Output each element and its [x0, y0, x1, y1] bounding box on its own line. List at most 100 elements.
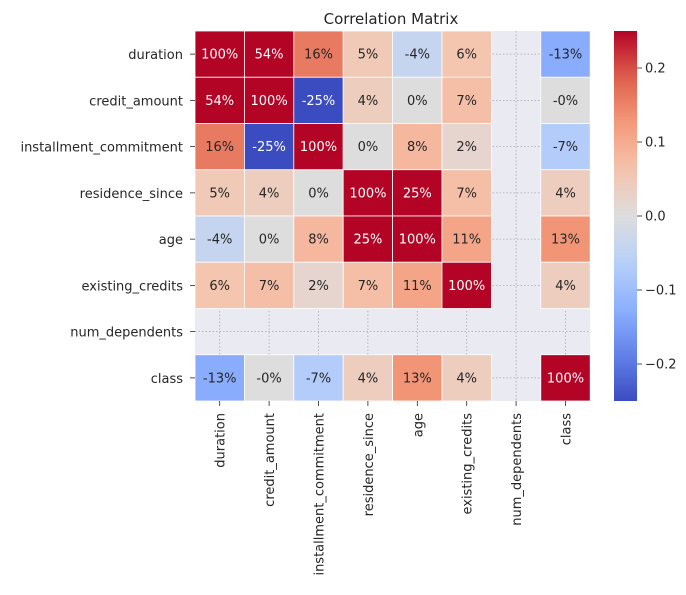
heatmap-cell [342, 354, 394, 402]
cell-value-label: 0% [358, 140, 379, 155]
heatmap-cell [243, 354, 295, 402]
cell-value-label: 7% [358, 279, 379, 294]
cell-value-label: 100% [349, 186, 386, 201]
cell-value-label: -7% [306, 371, 331, 386]
x-tick-label: credit_amount [263, 413, 278, 507]
cell-value-label: 13% [551, 233, 580, 248]
heatmap-cell [441, 261, 492, 309]
cell-value-label: 16% [205, 140, 234, 155]
x-tick-label: num_dependents [510, 413, 525, 526]
heatmap-cell [441, 30, 492, 78]
x-tick-label: residence_since [362, 413, 377, 516]
cell-value-label: 4% [259, 186, 280, 201]
cell-value-label: 4% [555, 186, 576, 201]
heatmap-cell [392, 261, 443, 309]
colorbar: −0.2 −0.1 0.0 0.1 0.2 [614, 31, 677, 401]
y-tick-label: existing_credits [82, 279, 184, 294]
chart-title: Correlation Matrix [324, 10, 459, 28]
heatmap-cell [293, 76, 344, 124]
cell-value-label: -13% [549, 48, 583, 63]
cell-value-label: 6% [209, 279, 230, 294]
heatmap-cell [342, 30, 394, 78]
cell-value-label: 11% [403, 279, 432, 294]
cell-value-label: 54% [255, 48, 284, 63]
cell-value-label: 8% [407, 140, 428, 155]
heatmap-cell [540, 30, 591, 78]
heatmap-cell [293, 215, 344, 263]
y-tick-label: duration [128, 48, 183, 63]
colorbar-tick-label: 0.1 [645, 136, 666, 151]
colorbar-tick-label: −0.2 [645, 358, 677, 373]
heatmap-cell [243, 76, 295, 124]
cell-value-label: 100% [251, 94, 288, 109]
cell-value-label: -25% [252, 140, 286, 155]
x-tick-label: age [411, 413, 426, 437]
heatmap-cell [293, 123, 344, 171]
cell-value-label: 100% [547, 371, 584, 386]
cell-value-label: 100% [448, 279, 485, 294]
colorbar-tick-label: −0.1 [645, 284, 677, 299]
heatmap-cell [540, 123, 591, 171]
heatmap-cell [441, 215, 492, 263]
heatmap-cell [243, 215, 295, 263]
cell-value-label: 6% [456, 48, 477, 63]
cell-value-label: 5% [209, 186, 230, 201]
heatmap-cell [441, 169, 492, 217]
cell-value-label: 54% [205, 94, 234, 109]
heatmap-cell [342, 76, 394, 124]
x-tick-label: duration [214, 413, 229, 468]
x-tick-labels: duration credit_amount installment_commitm… [214, 401, 575, 576]
y-tick-label: age [159, 233, 183, 248]
x-tick-label: existing_credits [461, 413, 476, 515]
cell-value-label: 0% [308, 186, 329, 201]
cell-value-label: 100% [300, 140, 337, 155]
cell-value-label: -7% [553, 140, 578, 155]
cell-value-label: 7% [456, 94, 477, 109]
colorbar-tick-label: 0.2 [645, 62, 666, 77]
heatmap-cell [540, 169, 591, 217]
heatmap-cell [243, 30, 295, 78]
cell-value-label: 100% [399, 233, 436, 248]
x-tick-label: installment_commitment [313, 413, 328, 576]
colorbar-gradient [614, 31, 637, 401]
heatmap-cell [441, 354, 492, 402]
heatmap-cell [392, 123, 443, 171]
heatmap-cell [194, 76, 245, 124]
cell-value-label: 7% [456, 186, 477, 201]
cell-value-label: 4% [555, 279, 576, 294]
y-tick-label: num_dependents [70, 326, 183, 341]
heatmap-cell [194, 354, 245, 402]
heatmap-cell [540, 261, 591, 309]
heatmap-cell [293, 30, 344, 78]
cell-value-label: 0% [259, 233, 280, 248]
cell-value-label: -13% [203, 371, 237, 386]
y-tick-label: credit_amount [89, 94, 183, 109]
cell-value-label: -25% [302, 94, 336, 109]
cell-value-label: 0% [407, 94, 428, 109]
heatmap-cell [243, 169, 295, 217]
cell-value-label: 5% [358, 48, 379, 63]
heatmap-cell [342, 261, 394, 309]
heatmap-cell [392, 169, 443, 217]
cell-value-label: 11% [452, 233, 481, 248]
y-tick-label: residence_since [80, 187, 183, 202]
heatmap-cell [342, 123, 394, 171]
cell-value-label: 8% [308, 233, 329, 248]
heatmap-cells: 100% 54% 16% 5% -4% 6% -13% 54% 100% -25% 4% 0% 7% -0… [194, 30, 591, 402]
cell-value-label: 4% [358, 371, 379, 386]
y-tick-label: installment_commitment [20, 141, 183, 156]
heatmap-cell [243, 261, 295, 309]
x-tick-label: class [560, 413, 575, 445]
cell-value-label: 25% [353, 233, 382, 248]
heatmap-cell [342, 169, 394, 217]
colorbar-tick-label: 0.0 [645, 210, 666, 225]
cell-value-label: 100% [201, 48, 238, 63]
heatmap-cell [392, 215, 443, 263]
cell-value-label: 2% [308, 279, 329, 294]
cell-value-label: 16% [304, 48, 333, 63]
cell-value-label: -4% [405, 48, 430, 63]
heatmap-cell [293, 169, 344, 217]
cell-value-label: 2% [456, 140, 477, 155]
cell-value-label: -0% [256, 371, 281, 386]
